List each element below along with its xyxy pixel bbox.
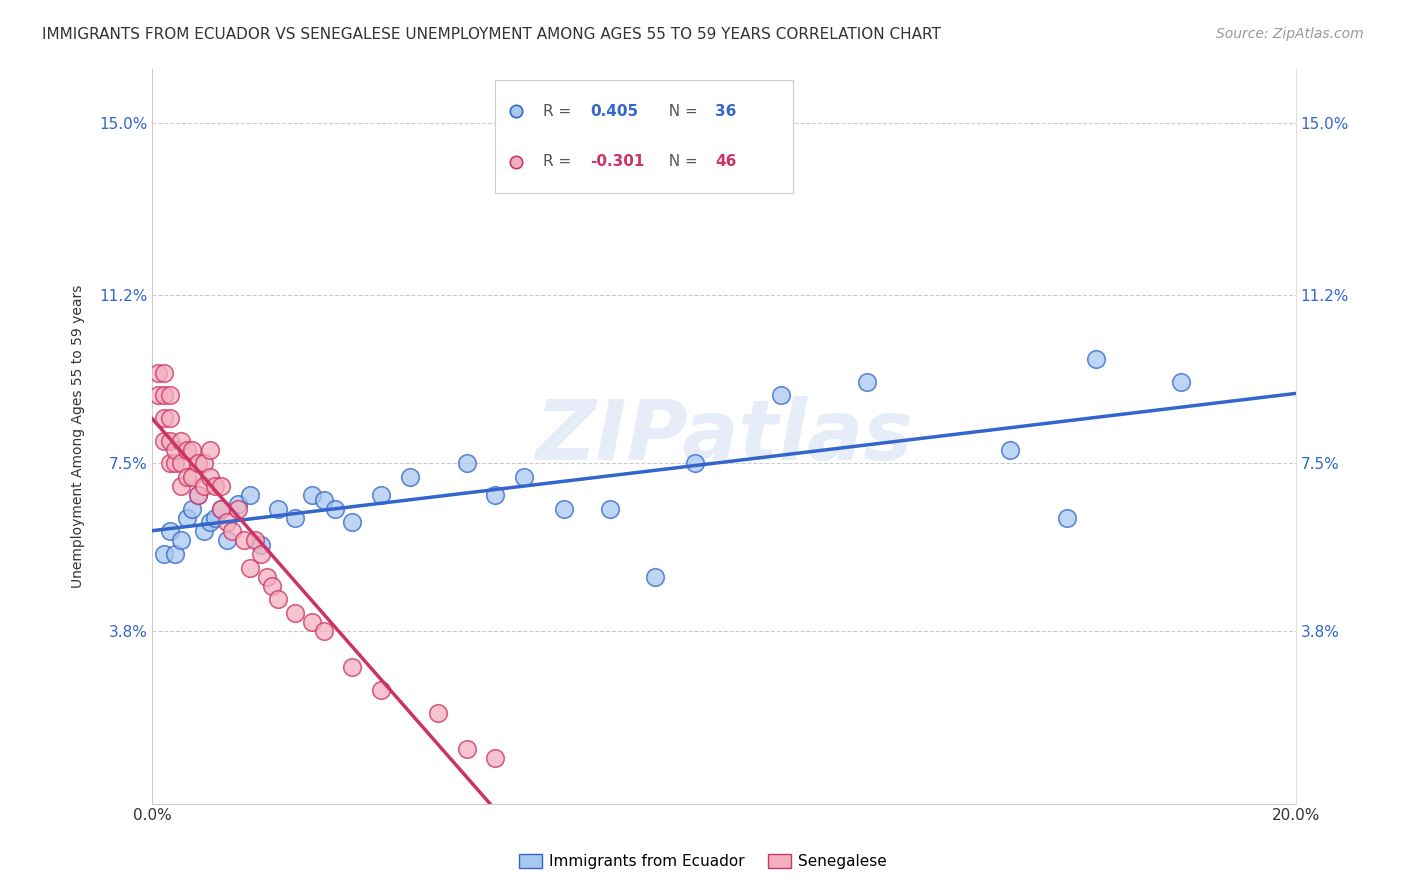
Text: ZIPatlas: ZIPatlas [536, 395, 912, 476]
Point [267, 501, 290, 516]
Point [427, 706, 450, 720]
Point [513, 470, 536, 484]
Point [198, 470, 221, 484]
Point [226, 501, 249, 516]
Point [152, 547, 174, 561]
Point [209, 501, 232, 516]
Point [204, 479, 226, 493]
Point [1056, 510, 1078, 524]
Point [159, 411, 181, 425]
Point [342, 660, 364, 674]
Point [238, 560, 260, 574]
Point [181, 470, 204, 484]
Point [176, 442, 198, 457]
Point [226, 497, 249, 511]
Point [221, 524, 243, 539]
Point [250, 538, 273, 552]
Point [170, 434, 193, 448]
Point [215, 533, 238, 548]
Point [284, 510, 307, 524]
Point [284, 606, 307, 620]
Point [301, 615, 323, 629]
Point [323, 501, 346, 516]
Point [176, 510, 198, 524]
Text: IMMIGRANTS FROM ECUADOR VS SENEGALESE UNEMPLOYMENT AMONG AGES 55 TO 59 YEARS COR: IMMIGRANTS FROM ECUADOR VS SENEGALESE UN… [42, 27, 941, 42]
Point [245, 533, 267, 548]
Point [146, 388, 169, 402]
Point [152, 411, 174, 425]
Point [159, 456, 181, 470]
Point [152, 388, 174, 402]
Point [170, 479, 193, 493]
Point [187, 456, 209, 470]
Point [165, 456, 187, 470]
Point [301, 488, 323, 502]
Point [187, 488, 209, 502]
Point [209, 479, 232, 493]
Point [198, 442, 221, 457]
Point [215, 516, 238, 530]
Point [159, 388, 181, 402]
Point [1084, 351, 1107, 366]
Point [262, 579, 284, 593]
Point [250, 547, 273, 561]
Point [370, 488, 392, 502]
Point [165, 547, 187, 561]
Point [193, 479, 215, 493]
Point [187, 488, 209, 502]
Point [998, 442, 1021, 457]
Point [370, 683, 392, 698]
Point [1170, 375, 1192, 389]
Point [193, 524, 215, 539]
Point [204, 510, 226, 524]
Text: Source: ZipAtlas.com: Source: ZipAtlas.com [1216, 27, 1364, 41]
Point [181, 442, 204, 457]
Legend: Immigrants from Ecuador, Senegalese: Immigrants from Ecuador, Senegalese [513, 847, 893, 875]
Point [312, 492, 335, 507]
Point [159, 434, 181, 448]
Point [770, 388, 793, 402]
Point [170, 533, 193, 548]
Point [856, 375, 879, 389]
Point [456, 456, 478, 470]
Point [181, 501, 204, 516]
Point [238, 488, 260, 502]
Point [146, 366, 169, 380]
Point [599, 501, 621, 516]
Point [484, 751, 506, 765]
Point [256, 570, 278, 584]
Point [170, 456, 193, 470]
Point [267, 592, 290, 607]
Point [398, 470, 420, 484]
Point [159, 524, 181, 539]
Point [193, 456, 215, 470]
Point [342, 516, 364, 530]
Point [176, 470, 198, 484]
Point [152, 366, 174, 380]
Point [232, 533, 254, 548]
Point [209, 501, 232, 516]
Y-axis label: Unemployment Among Ages 55 to 59 years: Unemployment Among Ages 55 to 59 years [72, 285, 86, 588]
Point [644, 570, 666, 584]
Point [553, 501, 575, 516]
Point [484, 488, 506, 502]
Point [198, 516, 221, 530]
Point [152, 434, 174, 448]
Point [456, 742, 478, 756]
Point [165, 442, 187, 457]
Point [685, 456, 707, 470]
Point [312, 624, 335, 639]
